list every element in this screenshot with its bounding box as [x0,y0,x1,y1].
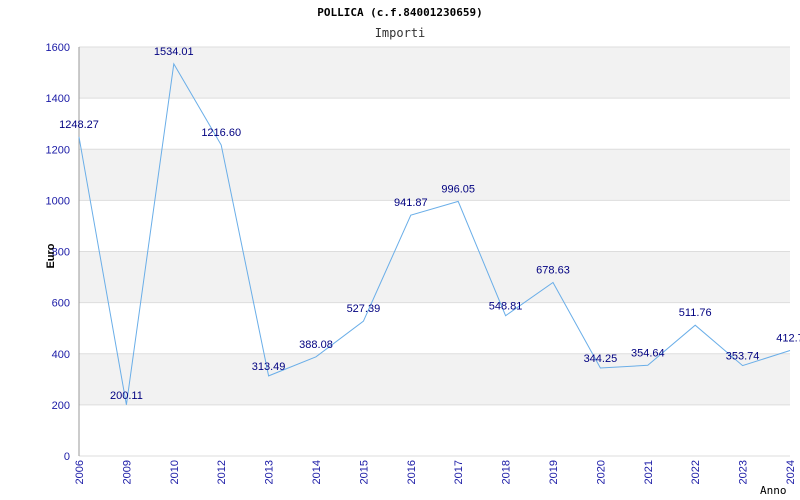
plot-band [79,251,790,303]
data-label: 1216.60 [201,127,241,139]
x-tick-label: 2010 [169,460,181,484]
plot-band [79,98,790,150]
data-label: 527.39 [347,303,381,315]
x-tick-label: 2013 [264,460,276,484]
data-label: 200.11 [110,390,143,402]
x-tick-label: 2020 [595,460,607,484]
y-tick-label: 1200 [46,144,70,156]
x-tick-label: 2009 [121,460,133,484]
x-axis-ticks: 2006 2009 2010 2012 2013 2014 2015 2016 2017 2018… [74,460,797,484]
x-tick-label: 2014 [311,460,323,484]
y-tick-label: 0 [64,451,70,463]
data-label: 354.64 [631,347,665,359]
data-label: 412.7 [776,333,800,345]
y-axis-label: Euro [45,243,57,268]
plot-bands [79,47,790,456]
data-label: 344.25 [584,353,618,365]
plot-band [79,47,790,99]
x-tick-label: 2019 [548,460,560,484]
plot-band [79,353,790,405]
x-tick-label: 2021 [643,460,655,484]
data-label: 388.08 [299,339,333,351]
y-tick-label: 600 [52,298,70,310]
x-tick-label: 2016 [406,460,418,484]
plot-band [79,200,790,252]
plot-band [79,404,790,456]
data-label: 1534.01 [154,46,194,58]
data-label: 548.81 [489,301,523,313]
data-label: 353.74 [726,351,760,363]
y-tick-label: 1400 [46,93,70,105]
x-axis-label: Anno [760,484,787,497]
x-tick-label: 2015 [358,460,370,484]
data-label: 678.63 [536,265,570,277]
x-tick-label: 2023 [738,460,750,484]
grid-lines [79,46,790,457]
y-tick-label: 200 [52,400,70,412]
x-tick-label: 2017 [453,460,465,484]
x-tick-label: 2024 [785,460,797,484]
data-label: 996.05 [441,183,475,195]
x-tick-label: 2018 [501,460,513,484]
y-tick-label: 1600 [46,42,70,54]
x-tick-label: 2006 [74,460,86,484]
data-label: 313.49 [252,361,286,373]
y-tick-label: 1000 [46,195,70,207]
chart-title: POLLICA (c.f.84001230659) [317,6,483,19]
data-labels: 1248.27 200.11 1534.01 1216.60 313.49 388.08 5… [59,46,800,402]
x-tick-label: 2012 [216,460,228,484]
y-tick-label: 800 [52,247,70,259]
series-line [78,62,791,405]
x-tick-label: 2022 [690,460,702,484]
y-tick-label: 400 [52,349,70,361]
chart-subtitle: Importi [375,26,426,40]
y-axis-ticks: 0 200 400 600 800 1000 1200 1400 1600 [46,42,70,463]
plot-band [79,149,790,201]
data-label: 1248.27 [59,119,99,131]
data-label: 511.76 [679,307,712,319]
data-label: 941.87 [394,197,428,209]
